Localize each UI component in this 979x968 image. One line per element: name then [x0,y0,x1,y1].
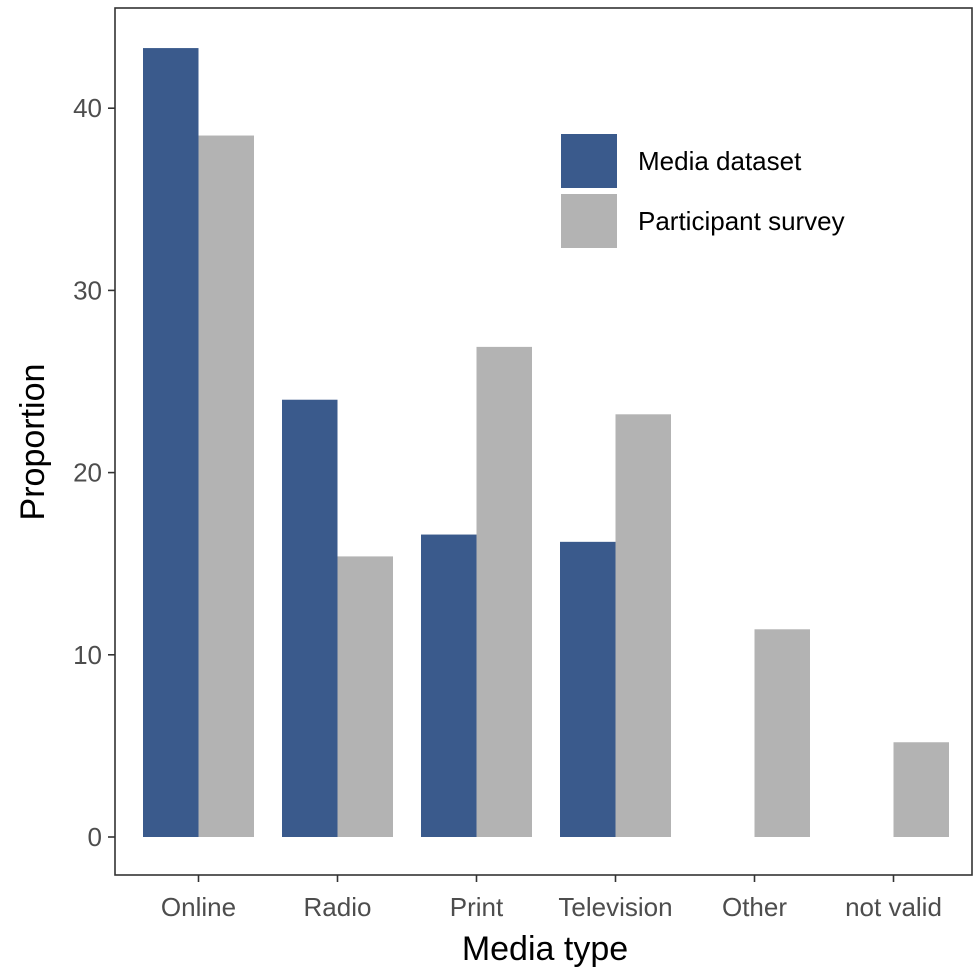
bar-participant-survey-online [198,135,254,837]
y-tick-label: 40 [73,93,102,123]
bar-media-dataset-print [421,534,477,837]
x-tick-label: Radio [304,892,372,922]
x-tick-label: Print [450,892,504,922]
x-tick-label: Television [558,892,672,922]
bar-media-dataset-television [560,541,616,837]
legend-label-media-dataset: Media dataset [638,146,802,176]
bar-participant-survey-print [476,346,532,837]
x-tick-label: Online [161,892,236,922]
y-tick-label: 30 [73,275,102,305]
x-axis: Online Radio Print Television Other not valid [161,875,942,922]
bar-media-dataset-online [143,48,199,838]
legend-key-participant-survey [561,194,617,248]
x-tick-label: not valid [845,892,942,922]
legend-label-participant-survey: Participant survey [638,206,845,236]
y-axis: 0 10 20 30 40 [73,93,115,852]
y-tick-label: 20 [73,458,102,488]
y-tick-label: 0 [88,822,102,852]
panel-border [114,7,973,876]
bar-participant-survey-radio [337,556,393,837]
bar-participant-survey-television [615,414,671,837]
legend-key-media-dataset [561,134,617,188]
bar-media-dataset-radio [282,399,338,837]
bar-participant-survey-not-valid [893,742,949,837]
x-tick-label: Other [722,892,787,922]
x-axis-title: Media type [462,930,628,968]
legend: Media dataset Participant survey [561,134,845,248]
y-tick-label: 10 [73,640,102,670]
bar-participant-survey-other [754,629,810,837]
bars [143,48,949,838]
y-axis-title: Proportion [14,364,52,521]
